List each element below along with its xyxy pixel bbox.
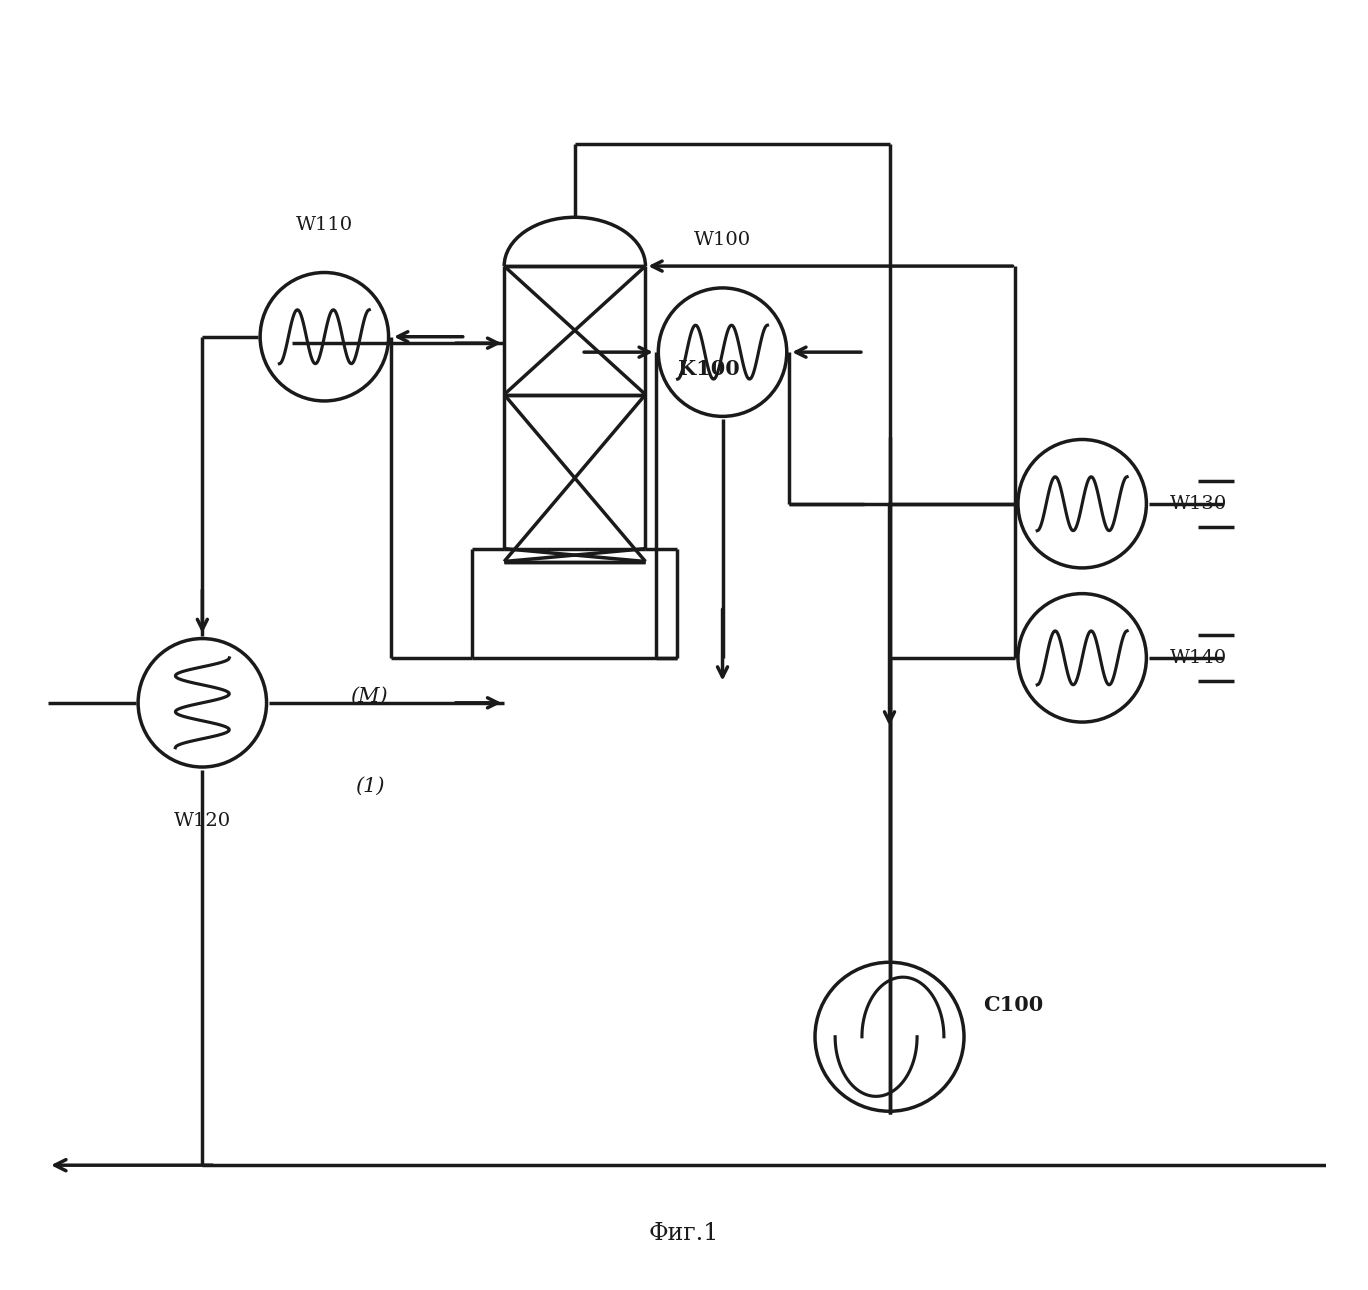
Text: W140: W140 [1170, 649, 1227, 667]
Text: W110: W110 [295, 215, 353, 233]
Text: W100: W100 [694, 231, 751, 249]
Text: W130: W130 [1170, 494, 1227, 512]
Text: (M): (M) [350, 686, 389, 706]
Text: Фиг.1: Фиг.1 [648, 1222, 720, 1245]
Text: W120: W120 [174, 811, 231, 829]
Text: (1): (1) [354, 777, 384, 796]
Text: K100: K100 [677, 359, 739, 379]
Text: C100: C100 [984, 995, 1044, 1015]
